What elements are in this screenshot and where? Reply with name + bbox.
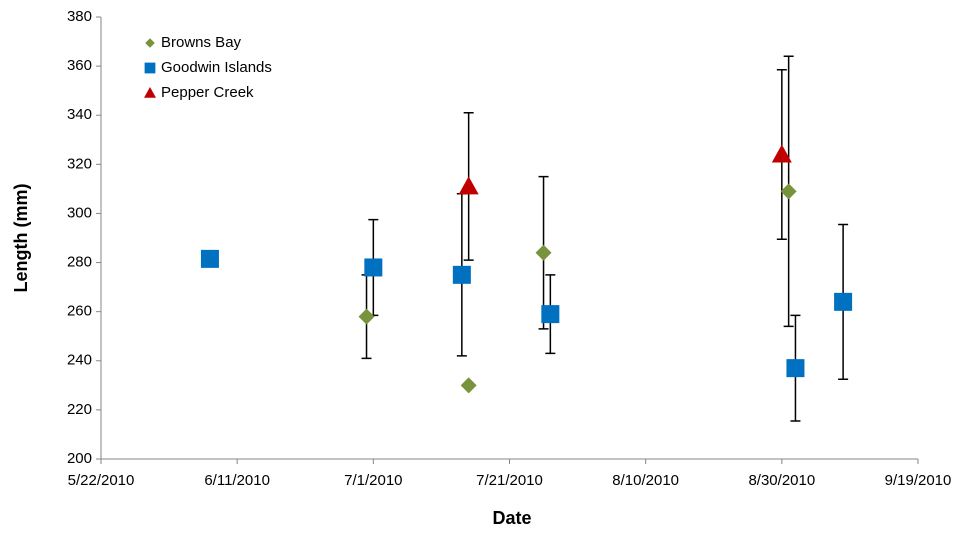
x-tick-label: 8/10/2010 bbox=[612, 472, 679, 489]
y-tick-label: 320 bbox=[67, 155, 92, 172]
x-axis-title: Date bbox=[492, 508, 531, 528]
x-tick-label: 6/11/2010 bbox=[204, 472, 270, 489]
marker bbox=[786, 359, 805, 378]
x-tick-label: 9/19/2010 bbox=[885, 472, 952, 489]
marker bbox=[834, 292, 853, 311]
marker bbox=[458, 176, 479, 195]
marker bbox=[771, 144, 792, 163]
legend-label: Goodwin Islands bbox=[161, 59, 272, 76]
legend-label: Browns Bay bbox=[161, 34, 242, 51]
y-tick-label: 280 bbox=[67, 254, 92, 271]
y-tick-label: 340 bbox=[67, 106, 92, 123]
legend-label: Pepper Creek bbox=[161, 84, 254, 101]
x-tick-label: 7/1/2010 bbox=[344, 472, 402, 489]
y-tick-label: 220 bbox=[67, 401, 92, 418]
legend-marker bbox=[144, 62, 156, 74]
marker bbox=[541, 305, 560, 324]
y-tick-label: 260 bbox=[67, 303, 92, 320]
marker bbox=[535, 244, 552, 261]
marker bbox=[364, 258, 383, 277]
legend-marker bbox=[144, 87, 156, 98]
y-tick-label: 300 bbox=[67, 204, 92, 221]
marker bbox=[200, 249, 219, 268]
x-tick-label: 5/22/2010 bbox=[68, 472, 135, 489]
y-axis-title: Length (mm) bbox=[11, 184, 31, 293]
y-tick-label: 360 bbox=[67, 57, 92, 74]
y-tick-label: 380 bbox=[67, 8, 92, 25]
y-tick-label: 200 bbox=[67, 450, 92, 467]
marker bbox=[780, 183, 797, 200]
marker bbox=[358, 308, 375, 325]
x-tick-label: 8/30/2010 bbox=[748, 472, 815, 489]
marker bbox=[452, 265, 471, 284]
x-tick-label: 7/21/2010 bbox=[476, 472, 543, 489]
legend-marker bbox=[145, 38, 155, 48]
marker bbox=[460, 377, 477, 394]
y-tick-label: 240 bbox=[67, 352, 92, 369]
